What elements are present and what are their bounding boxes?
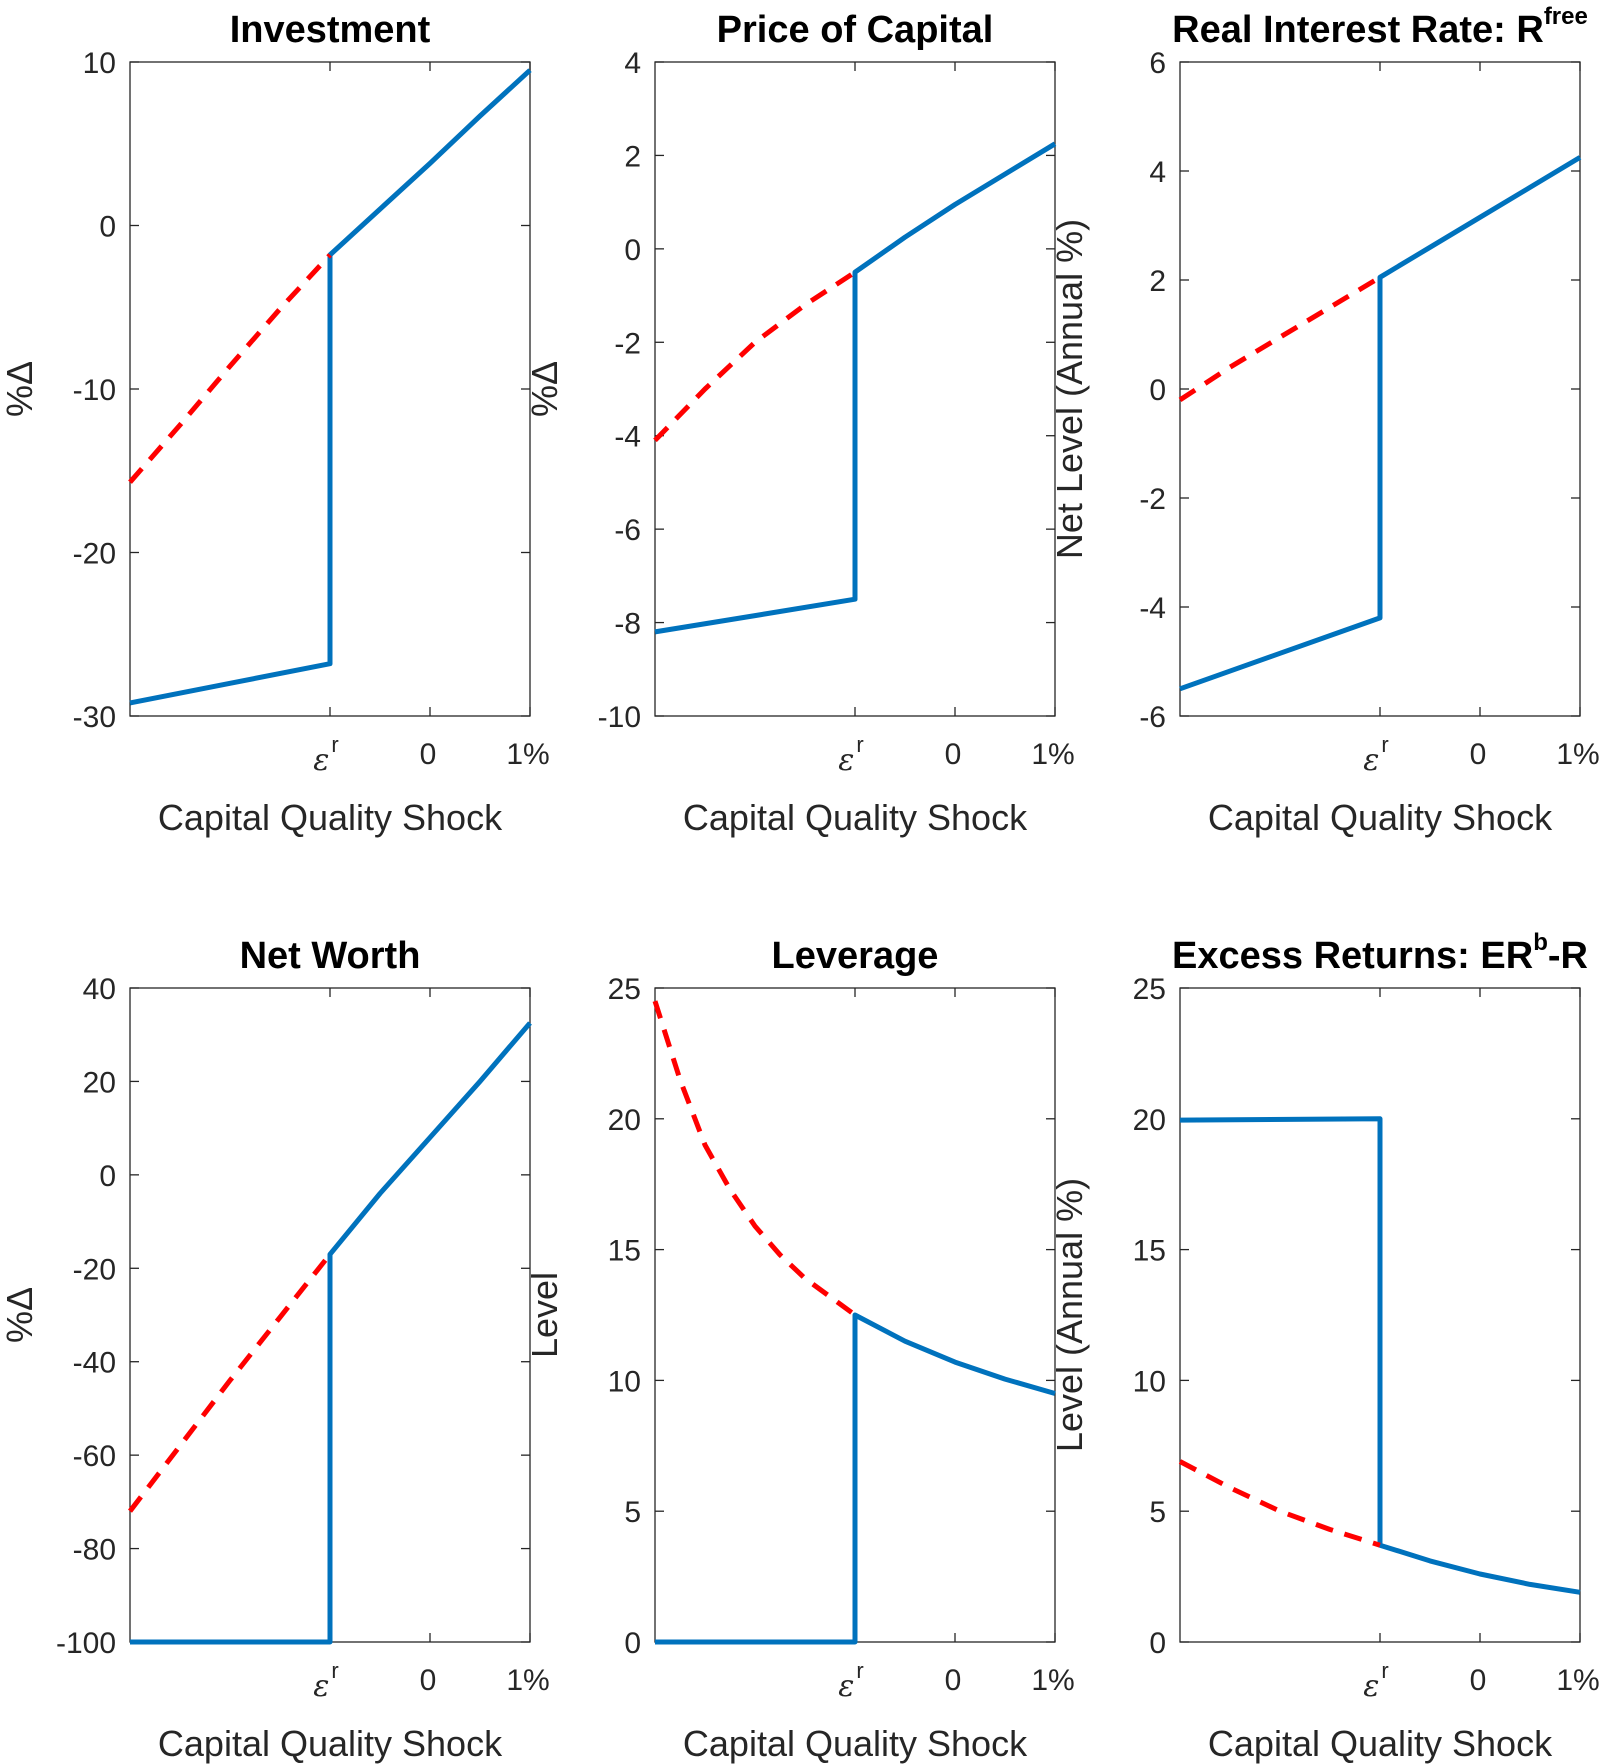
x-tick-label: 0 [945, 738, 962, 771]
y-axis-label: Level (Annual %) [1049, 1178, 1090, 1452]
y-tick-label: -2 [614, 327, 641, 360]
y-tick-label: 15 [608, 1235, 641, 1268]
y-tick-label: -2 [1139, 483, 1166, 516]
panel-real-interest-rate: -6 -4 -2 0 2 4 6 εr 0 1% Real Interest Rate: Rfree… [1049, 3, 1600, 838]
y-tick-label: 0 [1149, 1627, 1166, 1660]
y-tick-label: 25 [608, 973, 641, 1006]
y-axis-label: %Δ [524, 361, 565, 417]
x-tick-label: 0 [1470, 1664, 1487, 1697]
x-tick-label: 0 [420, 1664, 437, 1697]
series-line-dashed [1178, 275, 1382, 402]
y-tick-label: 4 [624, 47, 641, 80]
y-axis-label: %Δ [0, 1287, 40, 1343]
y-axis-label: Net Level (Annual %) [1049, 219, 1090, 559]
x-tick-label: 0 [945, 1664, 962, 1697]
y-tick-label: 40 [83, 973, 116, 1006]
series-line-dashed [128, 1252, 332, 1513]
x-tick-label-epsilon-r: εr [313, 732, 338, 778]
panel-net-worth: -100 -80 -60 -40 -20 0 20 40 εr 0 1% Net Worth Capit… [0, 935, 550, 1764]
y-tick-label: 6 [1149, 47, 1166, 80]
panel-title: Real Interest Rate: Rfree [1172, 3, 1588, 51]
y-tick-label: 20 [608, 1104, 641, 1137]
x-tick-label-epsilon-r: εr [1363, 1658, 1388, 1704]
panel-leverage: 0 5 10 15 20 25 εr 0 1% Leverage Capital Quality S… [524, 935, 1075, 1764]
series-line-solid [130, 1021, 532, 1645]
x-axis-label: Capital Quality Shock [158, 1723, 503, 1764]
y-tick-label: 5 [1149, 1496, 1166, 1529]
y-tick-label: -80 [73, 1534, 116, 1567]
x-axis-label: Capital Quality Shock [683, 1723, 1028, 1764]
x-tick-label: 1% [1556, 738, 1599, 771]
y-tick-label: 2 [624, 140, 641, 173]
series-line-dashed [653, 270, 857, 443]
y-tick-label: 0 [624, 234, 641, 267]
x-tick-label: 1% [1556, 1664, 1599, 1697]
y-tick-label: -20 [73, 538, 116, 571]
y-tick-label: 0 [99, 1160, 116, 1193]
y-tick-label: 10 [1133, 1365, 1166, 1398]
y-tick-label: 0 [99, 211, 116, 244]
series-line-dashed [128, 253, 332, 484]
series-line-solid [129, 68, 532, 706]
panel-price-of-capital: -10 -8 -6 -4 -2 0 2 4 εr 0 1% Price of Capital Capit… [524, 9, 1075, 838]
x-axis-label: Capital Quality Shock [1208, 797, 1553, 838]
series-line-solid [655, 1312, 1056, 1645]
x-tick-label-epsilon-r: εr [1363, 732, 1388, 778]
y-tick-label: -20 [73, 1253, 116, 1286]
x-axis-label: Capital Quality Shock [1208, 1723, 1553, 1764]
y-axis-label: Level [524, 1272, 565, 1358]
x-tick-label-epsilon-r: εr [838, 1658, 863, 1704]
panel-title: Excess Returns: ERb-R [1172, 929, 1588, 977]
x-tick-label: 1% [506, 738, 549, 771]
y-tick-label: -100 [56, 1627, 116, 1660]
y-tick-label: 2 [1149, 265, 1166, 298]
series-line-dashed [652, 1000, 857, 1318]
y-tick-label: -60 [73, 1440, 116, 1473]
panel-title: Net Worth [240, 935, 421, 977]
series-line-dashed [1178, 1459, 1381, 1548]
y-tick-label: -8 [614, 608, 641, 641]
panel-investment: -30 -20 -10 0 10 εr 0 1% Investment Capital Quali… [0, 9, 550, 838]
y-tick-label: 0 [624, 1627, 641, 1660]
y-tick-label: 15 [1133, 1235, 1166, 1268]
y-tick-label: -10 [598, 701, 641, 734]
y-tick-label: -4 [614, 421, 641, 454]
y-tick-label: 5 [624, 1496, 641, 1529]
y-tick-label: 20 [1133, 1104, 1166, 1137]
panel-excess-returns: 0 5 10 15 20 25 εr 0 1% Excess Returns: ERb-R Capi… [1049, 929, 1600, 1764]
x-tick-label: 0 [1470, 738, 1487, 771]
y-tick-label: -30 [73, 701, 116, 734]
x-tick-label: 1% [1031, 738, 1074, 771]
y-tick-label: 0 [1149, 374, 1166, 407]
y-tick-label: 10 [83, 47, 116, 80]
y-axis-label: %Δ [0, 361, 40, 417]
panel-title: Investment [230, 9, 431, 51]
panel-title: Price of Capital [717, 9, 994, 51]
y-tick-label: -6 [614, 514, 641, 547]
y-tick-label: 25 [1133, 973, 1166, 1006]
y-tick-label: 10 [608, 1365, 641, 1398]
x-tick-label: 1% [1031, 1664, 1074, 1697]
y-tick-label: -10 [73, 374, 116, 407]
x-tick-label: 0 [420, 738, 437, 771]
x-axis-label: Capital Quality Shock [158, 797, 503, 838]
series-line-solid [1179, 1116, 1581, 1595]
x-tick-label: 1% [506, 1664, 549, 1697]
panel-title: Leverage [772, 935, 939, 977]
x-tick-label-epsilon-r: εr [838, 732, 863, 778]
y-tick-label: -6 [1139, 701, 1166, 734]
series-line-solid [1179, 155, 1582, 692]
y-tick-label: 20 [83, 1066, 116, 1099]
series-line-solid [654, 141, 1057, 635]
y-tick-label: 4 [1149, 156, 1166, 189]
x-tick-label-epsilon-r: εr [313, 1658, 338, 1704]
x-axis-label: Capital Quality Shock [683, 797, 1028, 838]
y-tick-label: -40 [73, 1347, 116, 1380]
y-tick-label: -4 [1139, 592, 1166, 625]
